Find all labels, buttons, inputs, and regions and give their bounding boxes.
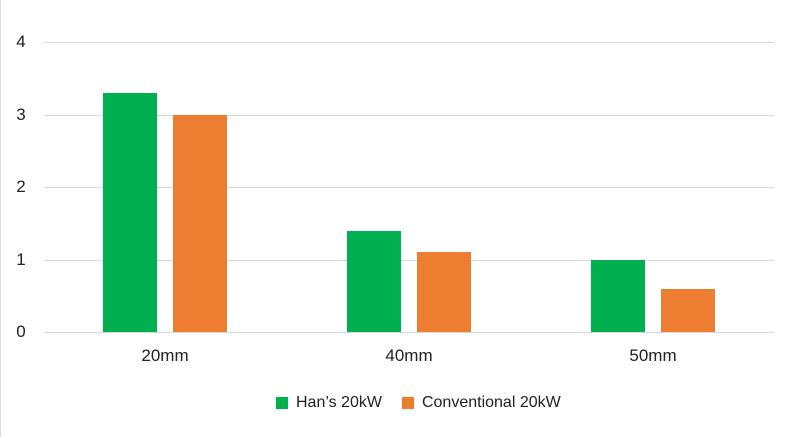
gridline xyxy=(44,42,774,43)
x-tick-label: 20mm xyxy=(141,346,189,365)
bar-50mm-0 xyxy=(591,259,645,332)
legend-swatch xyxy=(401,397,414,409)
legend-label: Han’s 20kW xyxy=(296,394,382,411)
x-tick-label: 50mm xyxy=(629,346,677,365)
y-tick-label: 0 xyxy=(16,322,26,341)
gridline xyxy=(44,259,774,261)
legend-item: Conventional 20kW xyxy=(401,394,561,412)
x-tick-label: 40mm xyxy=(385,346,433,365)
gridline xyxy=(44,332,774,333)
bar-20mm-1 xyxy=(173,114,227,332)
y-tick-label: 2 xyxy=(16,177,26,196)
gridline xyxy=(44,187,774,188)
bar-40mm-0 xyxy=(347,230,401,332)
y-tick-label: 4 xyxy=(16,32,26,51)
legend: Han’s 20kW Conventional 20kW xyxy=(276,394,581,412)
bar-40mm-1 xyxy=(417,252,471,332)
bar-20mm-0 xyxy=(103,92,157,332)
y-tick-label: 3 xyxy=(16,104,26,124)
bar-50mm-1 xyxy=(661,288,715,332)
legend-label: Conventional 20kW xyxy=(421,394,561,411)
legend-swatch xyxy=(276,397,288,409)
gridline xyxy=(44,114,774,116)
legend-item: Han’s 20kW xyxy=(276,394,382,412)
y-tick-label: 1 xyxy=(16,249,26,269)
